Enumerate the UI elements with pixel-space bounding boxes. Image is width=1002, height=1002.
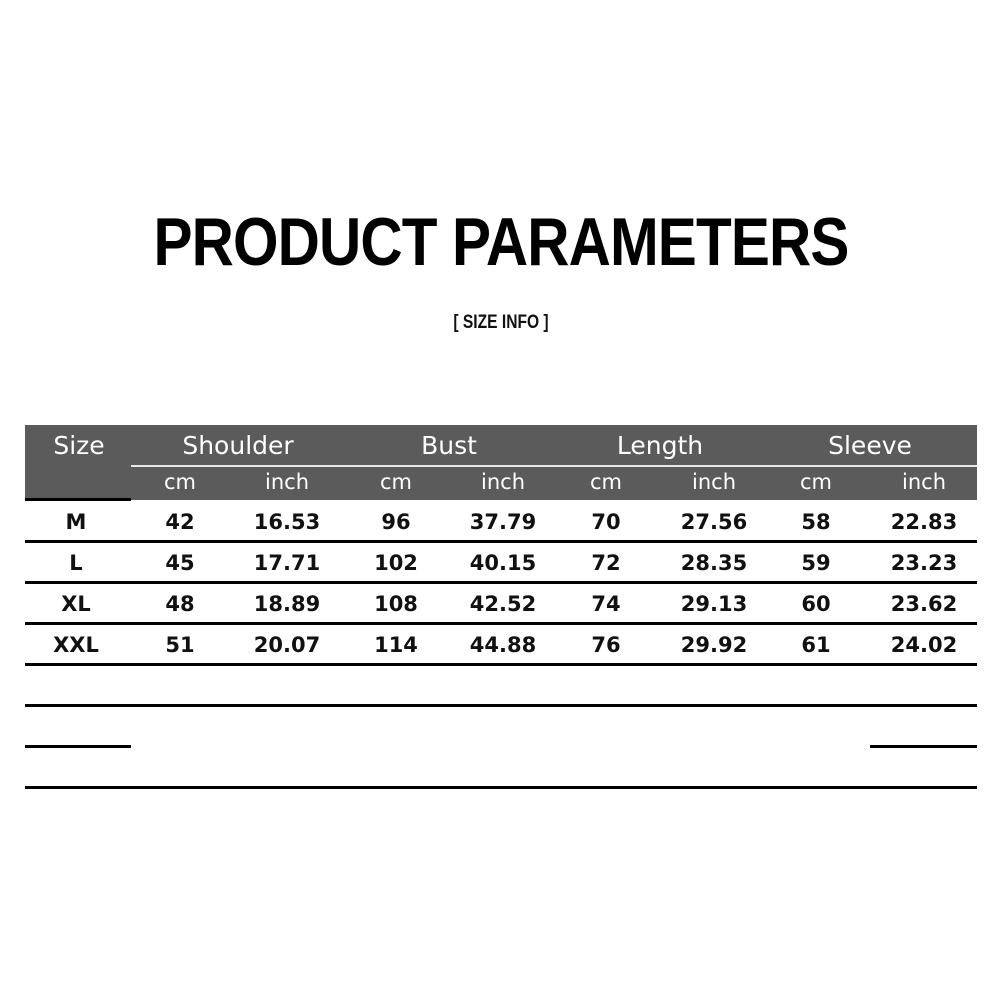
table-cell: 23.23 [890,551,958,575]
header-unit-cm: cm [163,470,197,494]
table-cell: 42 [165,510,195,534]
table-cell: 45 [165,551,195,575]
header-group-bust: Bust [421,431,477,460]
table-cell: 76 [591,633,621,657]
header-unit-cm: cm [589,470,623,494]
table-cell: 27.56 [680,510,748,534]
table-cell: 18.89 [253,592,321,616]
header-size: Size [53,431,105,460]
table-cell: 48 [165,592,195,616]
table-cell: 23.62 [890,592,958,616]
header-group-length: Length [616,431,704,460]
subtitle: [ SIZE INFO ] [453,312,549,333]
row-size-label: XXL [53,633,99,657]
row-size-label: L [69,551,83,575]
row-divider [25,663,977,666]
row-size-label: M [65,510,87,534]
table-cell: 40.15 [469,551,537,575]
table-cell: 70 [591,510,621,534]
table-cell: 58 [801,510,831,534]
header-group-sleeve: Sleeve [828,431,912,460]
size-header-underline [25,498,131,501]
table-cell: 17.71 [253,551,321,575]
table-cell: 29.92 [680,633,748,657]
table-cell: 96 [381,510,411,534]
table-cell: 44.88 [469,633,537,657]
table-cell: 37.79 [469,510,537,534]
row-divider [870,745,977,748]
table-cell: 108 [374,592,418,616]
row-divider [25,581,977,584]
header-unit-cm: cm [379,470,413,494]
header-unit-inch: inch [481,470,525,494]
table-cell: 29.13 [680,592,748,616]
table-cell: 114 [374,633,418,657]
table-header-bar [25,425,977,500]
table-cell: 22.83 [890,510,958,534]
header-unit-inch: inch [265,470,309,494]
table-cell: 60 [801,592,831,616]
row-size-label: XL [61,592,91,616]
page-title: PRODUCT PARAMETERS [153,204,850,280]
row-divider [25,622,977,625]
row-divider [25,786,977,789]
row-divider [25,540,977,543]
table-cell: 20.07 [253,633,321,657]
table-cell: 102 [374,551,418,575]
table-cell: 51 [165,633,195,657]
header-divider [131,465,977,467]
table-cell: 61 [801,633,831,657]
header-unit-inch: inch [902,470,946,494]
table-cell: 28.35 [680,551,748,575]
table-cell: 16.53 [253,510,321,534]
table-cell: 74 [591,592,621,616]
row-divider [25,704,977,707]
row-divider [25,745,131,748]
table-cell: 24.02 [890,633,958,657]
table-cell: 59 [801,551,831,575]
table-cell: 42.52 [469,592,537,616]
header-unit-cm: cm [799,470,833,494]
header-unit-inch: inch [692,470,736,494]
header-group-shoulder: Shoulder [182,431,294,460]
table-cell: 72 [591,551,621,575]
